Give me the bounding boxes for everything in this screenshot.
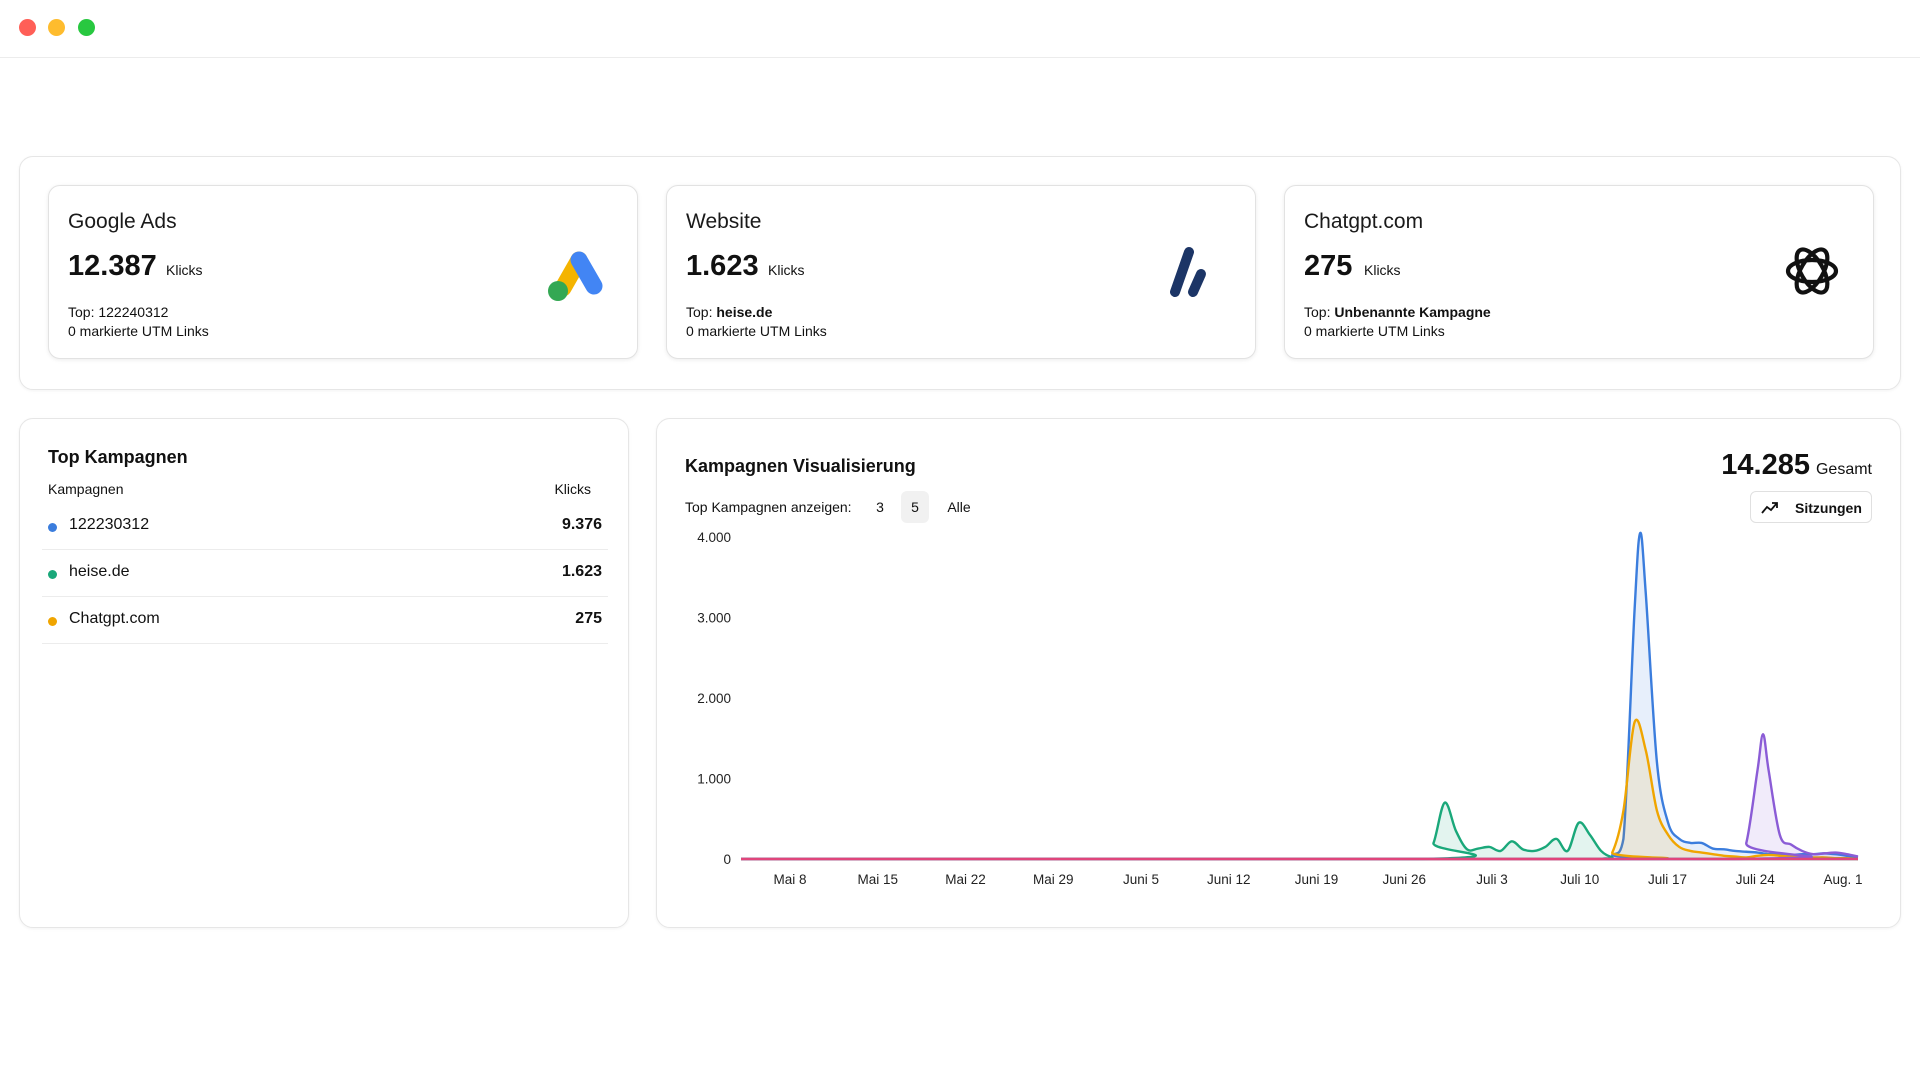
maximize-window-button[interactable] bbox=[78, 19, 95, 36]
series-line[interactable] bbox=[741, 801, 1858, 861]
y-tick-label: 0 bbox=[723, 852, 731, 867]
visualization-title: Kampagnen Visualisierung bbox=[685, 456, 916, 476]
campaign-clicks: 9.376 bbox=[561, 516, 602, 533]
card-top-line: Top: Unbenannte Kampagne bbox=[1304, 304, 1491, 320]
table-row[interactable]: 122230312 9.376 bbox=[42, 503, 608, 550]
google-ads-logo-icon bbox=[548, 251, 603, 301]
series-line[interactable] bbox=[741, 531, 1859, 861]
series-area bbox=[741, 532, 1858, 859]
campaign-name: 122230312 bbox=[69, 516, 150, 533]
close-window-button[interactable] bbox=[19, 19, 36, 36]
card-google-ads[interactable]: Google Ads 12.387 Klicks Top: 122240312 … bbox=[48, 185, 638, 359]
series-dot bbox=[48, 617, 57, 626]
card-value: 12.387 bbox=[68, 250, 157, 282]
x-tick-label: Mai 8 bbox=[773, 872, 806, 887]
trending-up-icon bbox=[1761, 502, 1778, 514]
table-row[interactable]: heise.de 1.623 bbox=[42, 550, 608, 597]
campaign-name: Chatgpt.com bbox=[69, 610, 160, 627]
x-tick-label: Juni 5 bbox=[1123, 872, 1159, 887]
card-top-prefix: Top: bbox=[1304, 304, 1331, 320]
card-value: 1.623 bbox=[686, 250, 759, 282]
card-chatgpt[interactable]: Chatgpt.com 275 Klicks Top: Unbenannte K… bbox=[1284, 185, 1874, 359]
campaign-clicks: 1.623 bbox=[561, 563, 602, 580]
card-unit: Klicks bbox=[166, 262, 203, 278]
series-dot bbox=[48, 570, 57, 579]
card-top-line: Top: 122240312 bbox=[68, 304, 168, 320]
x-tick-label: Juni 12 bbox=[1207, 872, 1251, 887]
column-header-clicks: Klicks bbox=[554, 481, 591, 497]
total-value: 14.285 bbox=[1721, 449, 1810, 481]
option-5-button[interactable]: 5 bbox=[901, 491, 929, 523]
series-line[interactable] bbox=[741, 718, 1859, 861]
window-titlebar bbox=[0, 0, 1920, 58]
card-utm-count: 0 markierte UTM Links bbox=[686, 323, 827, 339]
series-dot bbox=[48, 523, 57, 532]
x-tick-label: Juni 19 bbox=[1295, 872, 1339, 887]
y-tick-label: 4.000 bbox=[697, 530, 731, 545]
option-all-button[interactable]: Alle bbox=[947, 499, 971, 515]
card-utm-count: 0 markierte UTM Links bbox=[68, 323, 209, 339]
y-tick-label: 2.000 bbox=[697, 691, 731, 706]
card-utm-count: 0 markierte UTM Links bbox=[1304, 323, 1445, 339]
card-top-prefix: Top: bbox=[68, 304, 95, 320]
series-area bbox=[741, 734, 1858, 859]
show-top-label: Top Kampagnen anzeigen: bbox=[685, 499, 852, 515]
y-tick-label: 1.000 bbox=[697, 772, 731, 787]
campaign-visualization-panel: Kampagnen Visualisierung 14.285 Gesamt To… bbox=[656, 418, 1901, 928]
card-unit: Klicks bbox=[1364, 262, 1401, 278]
openai-logo-icon bbox=[1785, 247, 1839, 295]
x-tick-label: Juli 17 bbox=[1648, 872, 1687, 887]
x-tick-label: Mai 15 bbox=[857, 872, 898, 887]
x-tick-label: Aug. 1 bbox=[1823, 872, 1862, 887]
card-top-value: 122240312 bbox=[98, 304, 169, 320]
card-top-value: heise.de bbox=[716, 304, 773, 320]
card-top-line: Top: heise.de bbox=[686, 304, 772, 320]
minimize-window-button[interactable] bbox=[48, 19, 65, 36]
card-title: Chatgpt.com bbox=[1304, 210, 1424, 233]
column-header-campaign: Kampagnen bbox=[48, 481, 124, 497]
top-campaigns-panel: Top Kampagnen Kampagnen Klicks 122230312… bbox=[19, 418, 629, 928]
x-tick-label: Juli 10 bbox=[1560, 872, 1599, 887]
x-tick-label: Juni 26 bbox=[1382, 872, 1426, 887]
x-tick-label: Juli 24 bbox=[1736, 872, 1776, 887]
card-top-value: Unbenannte Kampagne bbox=[1334, 304, 1491, 320]
card-value: 275 bbox=[1304, 250, 1353, 282]
top-campaigns-title: Top Kampagnen bbox=[48, 447, 188, 467]
card-title: Website bbox=[686, 210, 762, 233]
y-tick-label: 3.000 bbox=[697, 611, 731, 626]
campaign-clicks: 275 bbox=[575, 610, 602, 627]
summary-panel: Google Ads 12.387 Klicks Top: 122240312 … bbox=[19, 156, 1901, 390]
card-unit: Klicks bbox=[768, 262, 805, 278]
website-logo-icon bbox=[1170, 247, 1206, 297]
campaign-name: heise.de bbox=[69, 563, 130, 580]
series-area bbox=[741, 802, 1858, 859]
total-summary: 14.285 Gesamt bbox=[1721, 449, 1872, 482]
campaign-area-chart: 0 1.000 2.000 3.000 4.000 Mai 8 Mai 15 Mai 22 Ma… bbox=[697, 530, 1862, 887]
sessions-label: Sitzungen bbox=[1795, 500, 1862, 516]
table-row[interactable]: Chatgpt.com 275 bbox=[42, 597, 608, 644]
total-label: Gesamt bbox=[1815, 461, 1872, 478]
option-3-button[interactable]: 3 bbox=[876, 499, 884, 515]
x-tick-label: Juli 3 bbox=[1476, 872, 1508, 887]
card-website[interactable]: Website 1.623 Klicks Top: heise.de 0 mar… bbox=[666, 185, 1256, 359]
x-tick-label: Mai 22 bbox=[945, 872, 986, 887]
series-area bbox=[741, 719, 1858, 859]
series-line[interactable] bbox=[741, 733, 1859, 861]
sessions-button[interactable]: Sitzungen bbox=[1750, 491, 1872, 523]
x-tick-label: Mai 29 bbox=[1033, 872, 1074, 887]
card-top-prefix: Top: bbox=[686, 304, 713, 320]
card-title: Google Ads bbox=[68, 210, 177, 233]
